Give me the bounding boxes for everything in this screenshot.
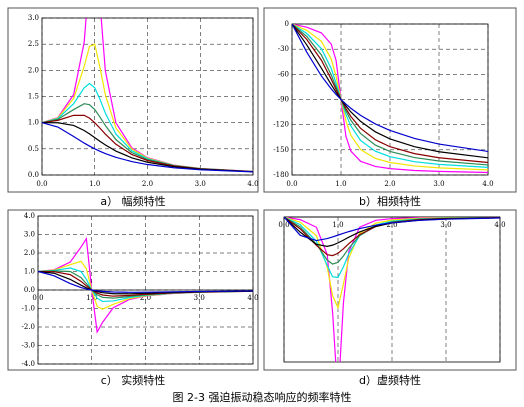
panel-caption: c） 实频特性 — [101, 373, 166, 387]
x-tick-label: 2.0 — [386, 221, 397, 229]
y-tick-label: 3.0 — [28, 14, 39, 22]
y-tick-label: 4.0 — [24, 212, 35, 220]
y-tick-label: -90 — [278, 96, 289, 104]
x-tick-label: 4.0 — [494, 221, 505, 229]
y-tick-label: 1.0 — [28, 119, 39, 127]
y-tick-label: 1.0 — [24, 268, 35, 276]
x-tick-label: 3.0 — [195, 180, 206, 188]
y-tick-label: -4.0 — [22, 360, 36, 368]
series-line — [284, 217, 500, 310]
series-line — [284, 217, 500, 242]
y-tick-label: 0.5 — [28, 145, 39, 153]
x-tick-label: 0.0 — [278, 221, 289, 229]
y-tick-label: 0.0 — [28, 171, 39, 179]
x-tick-label: 4.0 — [247, 180, 258, 188]
x-tick-label: 1.0 — [332, 221, 343, 229]
series-line — [42, 114, 253, 173]
series-line — [292, 24, 488, 174]
y-tick-label: 2.0 — [24, 249, 35, 257]
x-tick-label: 3.0 — [440, 221, 451, 229]
x-tick-label: 0.0 — [286, 180, 297, 188]
series-line — [38, 270, 253, 293]
x-tick-label: 2.0 — [384, 180, 395, 188]
y-tick-label: -120 — [273, 121, 289, 129]
series-line — [42, 122, 253, 173]
y-tick-label: -1.0 — [22, 305, 36, 313]
panel-frame — [7, 7, 259, 193]
series-line — [292, 24, 488, 166]
panel-frame — [7, 209, 259, 371]
y-tick-label: 3.0 — [24, 231, 35, 239]
x-tick-label: 4.0 — [247, 294, 258, 302]
x-tick-label: 1.0 — [86, 294, 97, 302]
y-tick-label: 0.0 — [24, 286, 35, 294]
chart-panel: -4.0 -3.0 -2.0 -1.0 0.0 1.0 2.0 3.0 4.0 0.0 1.0 2.0… — [7, 209, 259, 387]
series-line — [292, 24, 488, 159]
series-line — [284, 217, 500, 362]
x-tick-label: 0.0 — [32, 294, 43, 302]
x-tick-label: 2.0 — [142, 180, 153, 188]
y-tick-label: -2.0 — [22, 323, 36, 331]
y-tick-label: 2.0 — [28, 66, 39, 74]
panel-caption: a） 幅频特性 — [100, 194, 165, 208]
y-tick-label: -60 — [278, 70, 289, 78]
y-tick-label: 1.5 — [28, 93, 39, 101]
x-tick-label: 3.0 — [194, 294, 205, 302]
y-tick-label: -30 — [278, 45, 289, 53]
x-tick-label: 3.0 — [433, 180, 444, 188]
y-tick-label: -3.0 — [22, 342, 36, 350]
x-tick-label: 1.0 — [335, 180, 346, 188]
y-tick-label: -180 — [273, 171, 289, 179]
chart-panel: 0.0 1.0 2.0 3.0 4.0 d）虚频特性 — [263, 209, 517, 387]
series-line — [292, 24, 488, 168]
series-line — [38, 270, 253, 295]
panel-caption: d）虚频特性 — [359, 373, 421, 387]
series-line — [292, 24, 488, 171]
chart-panel: 0.0 0.5 1.0 1.5 2.0 2.5 3.0 0.0 1.0 2.0 3.0 4.0 a） 幅… — [7, 7, 259, 208]
y-tick-label: -150 — [273, 146, 289, 154]
y-tick-label: 2.5 — [28, 40, 39, 48]
x-tick-label: 2.0 — [140, 294, 151, 302]
panel-frame — [263, 7, 517, 193]
figure-caption: 图 2-3 强迫振动稳态响应的频率特性 — [173, 390, 352, 404]
panel-caption: b）相频特性 — [359, 194, 421, 208]
x-tick-label: 1.0 — [89, 180, 100, 188]
x-tick-label: 4.0 — [482, 180, 493, 188]
series-line — [292, 24, 488, 164]
panel-frame — [263, 209, 517, 371]
x-tick-label: 0.0 — [36, 180, 47, 188]
series-line — [42, 122, 253, 173]
y-tick-label: 0 — [285, 20, 289, 28]
series-line — [292, 24, 488, 153]
